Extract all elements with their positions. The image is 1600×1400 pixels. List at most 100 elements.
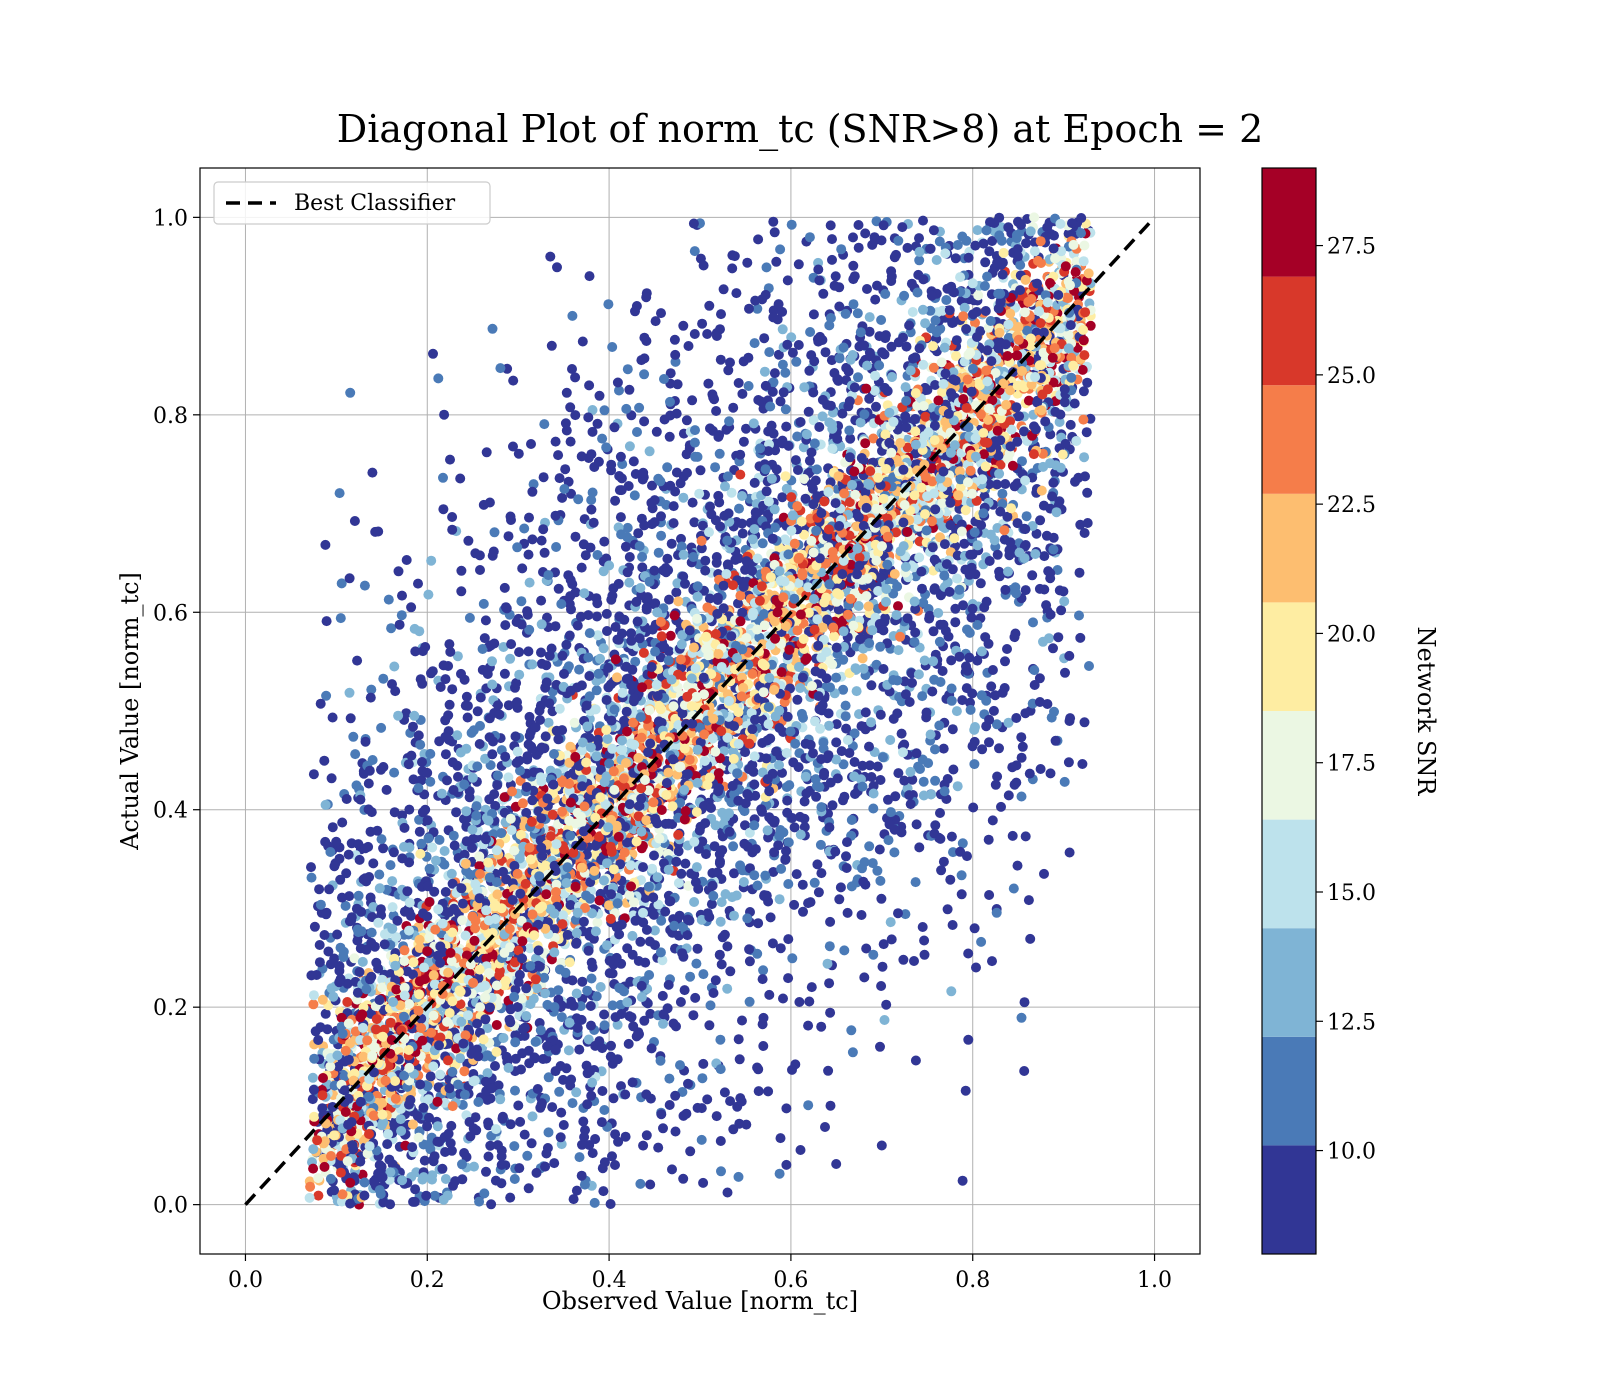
- scatter-point: [387, 876, 398, 887]
- scatter-point: [689, 246, 700, 257]
- scatter-point: [558, 1074, 569, 1085]
- scatter-point: [381, 784, 392, 795]
- scatter-point: [725, 1096, 736, 1107]
- scatter-point: [543, 1127, 554, 1138]
- scatter-point: [827, 800, 838, 811]
- scatter-point: [679, 985, 690, 996]
- scatter-point: [514, 647, 525, 658]
- scatter-point: [907, 774, 918, 785]
- scatter-point: [948, 764, 959, 775]
- scatter-point: [475, 692, 486, 703]
- scatter-point: [918, 776, 929, 787]
- scatter-point: [423, 589, 434, 600]
- scatter-point: [722, 1187, 733, 1198]
- scatter-point: [864, 326, 875, 337]
- scatter-point: [639, 369, 650, 380]
- scatter-point: [562, 929, 573, 940]
- scatter-point: [307, 1072, 318, 1083]
- scatter-point: [374, 869, 385, 880]
- scatter-point: [844, 425, 855, 436]
- scatter-point: [1028, 617, 1038, 628]
- scatter-point: [517, 563, 528, 574]
- scatter-point: [778, 387, 789, 398]
- scatter-point: [975, 578, 986, 589]
- scatter-point: [599, 405, 610, 416]
- scatter-point: [522, 1150, 533, 1161]
- scatter-point: [448, 785, 459, 795]
- scatter-point: [806, 982, 817, 993]
- scatter-point: [952, 240, 963, 250]
- scatter-point: [871, 401, 881, 412]
- scatter-point: [980, 257, 991, 268]
- scatter-point: [587, 405, 598, 415]
- scatter-point: [567, 1098, 578, 1109]
- scatter-point: [569, 717, 580, 728]
- scatter-point: [907, 677, 917, 688]
- scatter-point: [644, 936, 655, 947]
- scatter-point: [1020, 831, 1031, 842]
- scatter-point: [519, 1129, 530, 1140]
- scatter-point: [622, 364, 633, 375]
- scatter-point: [513, 1100, 524, 1111]
- scatter-point: [439, 846, 450, 856]
- scatter-point: [577, 1139, 587, 1150]
- scatter-point: [342, 997, 353, 1007]
- scatter-point: [438, 504, 449, 515]
- scatter-point: [875, 1041, 885, 1052]
- scatter-point: [742, 257, 753, 268]
- scatter-point: [671, 408, 682, 419]
- scatter-point: [775, 244, 786, 255]
- scatter-point: [366, 927, 377, 938]
- scatter-point: [963, 1034, 974, 1045]
- scatter-point: [717, 932, 728, 943]
- scatter-point: [495, 1094, 506, 1105]
- scatter-point: [1045, 768, 1056, 779]
- scatter-point: [414, 814, 425, 825]
- scatter-point: [671, 587, 682, 598]
- scatter-point: [859, 972, 870, 983]
- scatter-point: [1081, 427, 1092, 438]
- scatter-point: [736, 1096, 747, 1107]
- scatter-point: [825, 1007, 836, 1018]
- scatter-point: [491, 1020, 502, 1030]
- scatter-point: [527, 534, 538, 545]
- scatter-point: [455, 473, 466, 484]
- scatter-point: [804, 365, 815, 376]
- scatter-point: [319, 930, 330, 940]
- scatter-point: [765, 912, 776, 923]
- scatter-point: [757, 538, 768, 549]
- scatter-point: [481, 447, 492, 458]
- scatter-point: [608, 1093, 619, 1104]
- scatter-point: [923, 758, 934, 769]
- scatter-point: [809, 877, 820, 888]
- scatter-point: [538, 472, 549, 483]
- scatter-point: [893, 908, 903, 919]
- scatter-point: [851, 686, 862, 697]
- scatter-point: [1016, 752, 1027, 763]
- scatter-point: [982, 271, 993, 282]
- scatter-point: [638, 917, 649, 928]
- scatter-point: [664, 594, 674, 605]
- scatter-point: [536, 647, 546, 658]
- scatter-point: [598, 1186, 609, 1197]
- scatter-point: [938, 743, 949, 754]
- scatter-point: [670, 1090, 681, 1101]
- scatter-point: [914, 255, 925, 266]
- scatter-point: [610, 1160, 620, 1170]
- scatter-point: [1050, 735, 1061, 746]
- scatter-point: [587, 1148, 598, 1159]
- scatter-point: [486, 1199, 497, 1210]
- scatter-point: [791, 356, 802, 367]
- scatter-point: [889, 847, 900, 858]
- scatter-point: [1017, 741, 1028, 752]
- scatter-point: [556, 1107, 567, 1118]
- scatter-point: [1041, 530, 1052, 541]
- scatter-point: [994, 743, 1004, 754]
- scatter-point: [632, 427, 642, 437]
- scatter-point: [714, 950, 725, 960]
- scatter-point: [564, 957, 575, 968]
- scatter-point: [662, 462, 673, 473]
- scatter-point: [521, 807, 532, 818]
- scatter-point: [563, 1045, 574, 1056]
- scatter-point: [792, 501, 803, 512]
